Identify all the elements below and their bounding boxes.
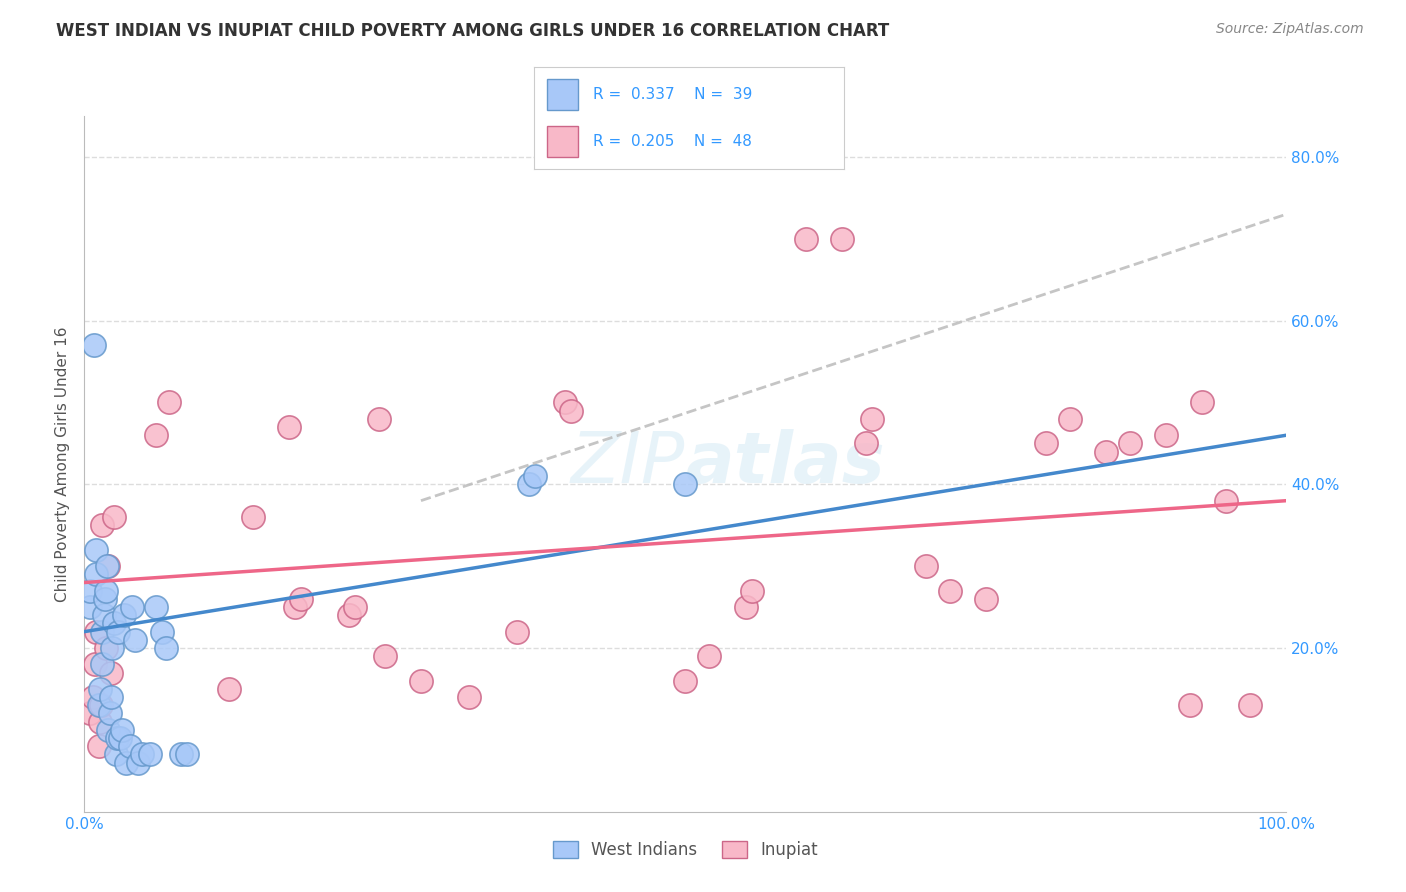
Text: atlas: atlas — [686, 429, 886, 499]
Text: WEST INDIAN VS INUPIAT CHILD POVERTY AMONG GIRLS UNDER 16 CORRELATION CHART: WEST INDIAN VS INUPIAT CHILD POVERTY AMO… — [56, 22, 890, 40]
Point — [145, 428, 167, 442]
Point — [155, 640, 177, 655]
Point — [98, 706, 121, 721]
Point — [855, 436, 877, 450]
Point — [409, 673, 432, 688]
Point — [145, 600, 167, 615]
Point — [152, 624, 174, 639]
Point — [1239, 698, 1261, 713]
Point — [218, 681, 240, 696]
Point — [939, 583, 962, 598]
Point — [83, 338, 105, 352]
Text: R =  0.337    N =  39: R = 0.337 N = 39 — [593, 87, 752, 102]
Point — [343, 600, 366, 615]
Point — [506, 624, 529, 639]
Point — [94, 640, 117, 655]
Point — [115, 756, 138, 770]
Bar — [547, 127, 578, 157]
Point — [734, 600, 756, 615]
Point — [118, 739, 141, 754]
Point — [105, 731, 128, 745]
Point — [94, 591, 117, 606]
Point — [176, 747, 198, 762]
Point — [91, 657, 114, 672]
Point — [87, 739, 110, 754]
Point — [699, 649, 721, 664]
Point — [79, 706, 101, 721]
Point — [1035, 436, 1057, 450]
Point — [337, 608, 360, 623]
Bar — [547, 79, 578, 110]
Point — [110, 731, 132, 745]
Point — [169, 747, 191, 762]
Point — [79, 583, 101, 598]
Point — [1215, 493, 1237, 508]
Point — [741, 583, 763, 598]
Point — [111, 723, 134, 737]
Point — [131, 747, 153, 762]
Point — [124, 632, 146, 647]
Point — [86, 567, 108, 582]
Point — [90, 698, 112, 713]
Point — [1095, 444, 1118, 458]
Point — [675, 673, 697, 688]
Point — [86, 624, 108, 639]
Point — [290, 591, 312, 606]
Point — [974, 591, 997, 606]
Text: R =  0.205    N =  48: R = 0.205 N = 48 — [593, 135, 752, 149]
Text: ZIP: ZIP — [571, 429, 686, 499]
Point — [97, 723, 120, 737]
Point — [242, 510, 264, 524]
Point — [100, 665, 122, 680]
Point — [139, 747, 162, 762]
Point — [127, 756, 149, 770]
Point — [107, 624, 129, 639]
Point — [524, 469, 547, 483]
Point — [89, 681, 111, 696]
Point — [1156, 428, 1178, 442]
Point — [87, 698, 110, 713]
Point — [831, 232, 853, 246]
Point — [94, 583, 117, 598]
Point — [284, 600, 307, 615]
Point — [1191, 395, 1213, 409]
Point — [374, 649, 396, 664]
Point — [794, 232, 817, 246]
Point — [97, 559, 120, 574]
Point — [101, 640, 124, 655]
Point — [84, 657, 107, 672]
Point — [91, 518, 114, 533]
Point — [1119, 436, 1142, 450]
Point — [103, 616, 125, 631]
Point — [458, 690, 481, 705]
Point — [82, 690, 104, 705]
Point — [121, 600, 143, 615]
Point — [86, 542, 108, 557]
Point — [277, 420, 299, 434]
Point — [915, 559, 938, 574]
Point — [1059, 412, 1081, 426]
Point — [112, 608, 135, 623]
Point — [96, 559, 118, 574]
Point — [517, 477, 540, 491]
Text: Source: ZipAtlas.com: Source: ZipAtlas.com — [1216, 22, 1364, 37]
Point — [104, 747, 127, 762]
Point — [91, 624, 114, 639]
Point — [1180, 698, 1202, 713]
Point — [367, 412, 389, 426]
Point — [103, 510, 125, 524]
Point — [100, 690, 122, 705]
Point — [560, 403, 582, 417]
Legend: West Indians, Inupiat: West Indians, Inupiat — [546, 835, 825, 866]
Point — [554, 395, 576, 409]
Point — [675, 477, 697, 491]
Point — [93, 608, 115, 623]
Point — [79, 600, 101, 615]
Point — [89, 714, 111, 729]
Point — [157, 395, 180, 409]
Y-axis label: Child Poverty Among Girls Under 16: Child Poverty Among Girls Under 16 — [55, 326, 70, 601]
Point — [860, 412, 883, 426]
